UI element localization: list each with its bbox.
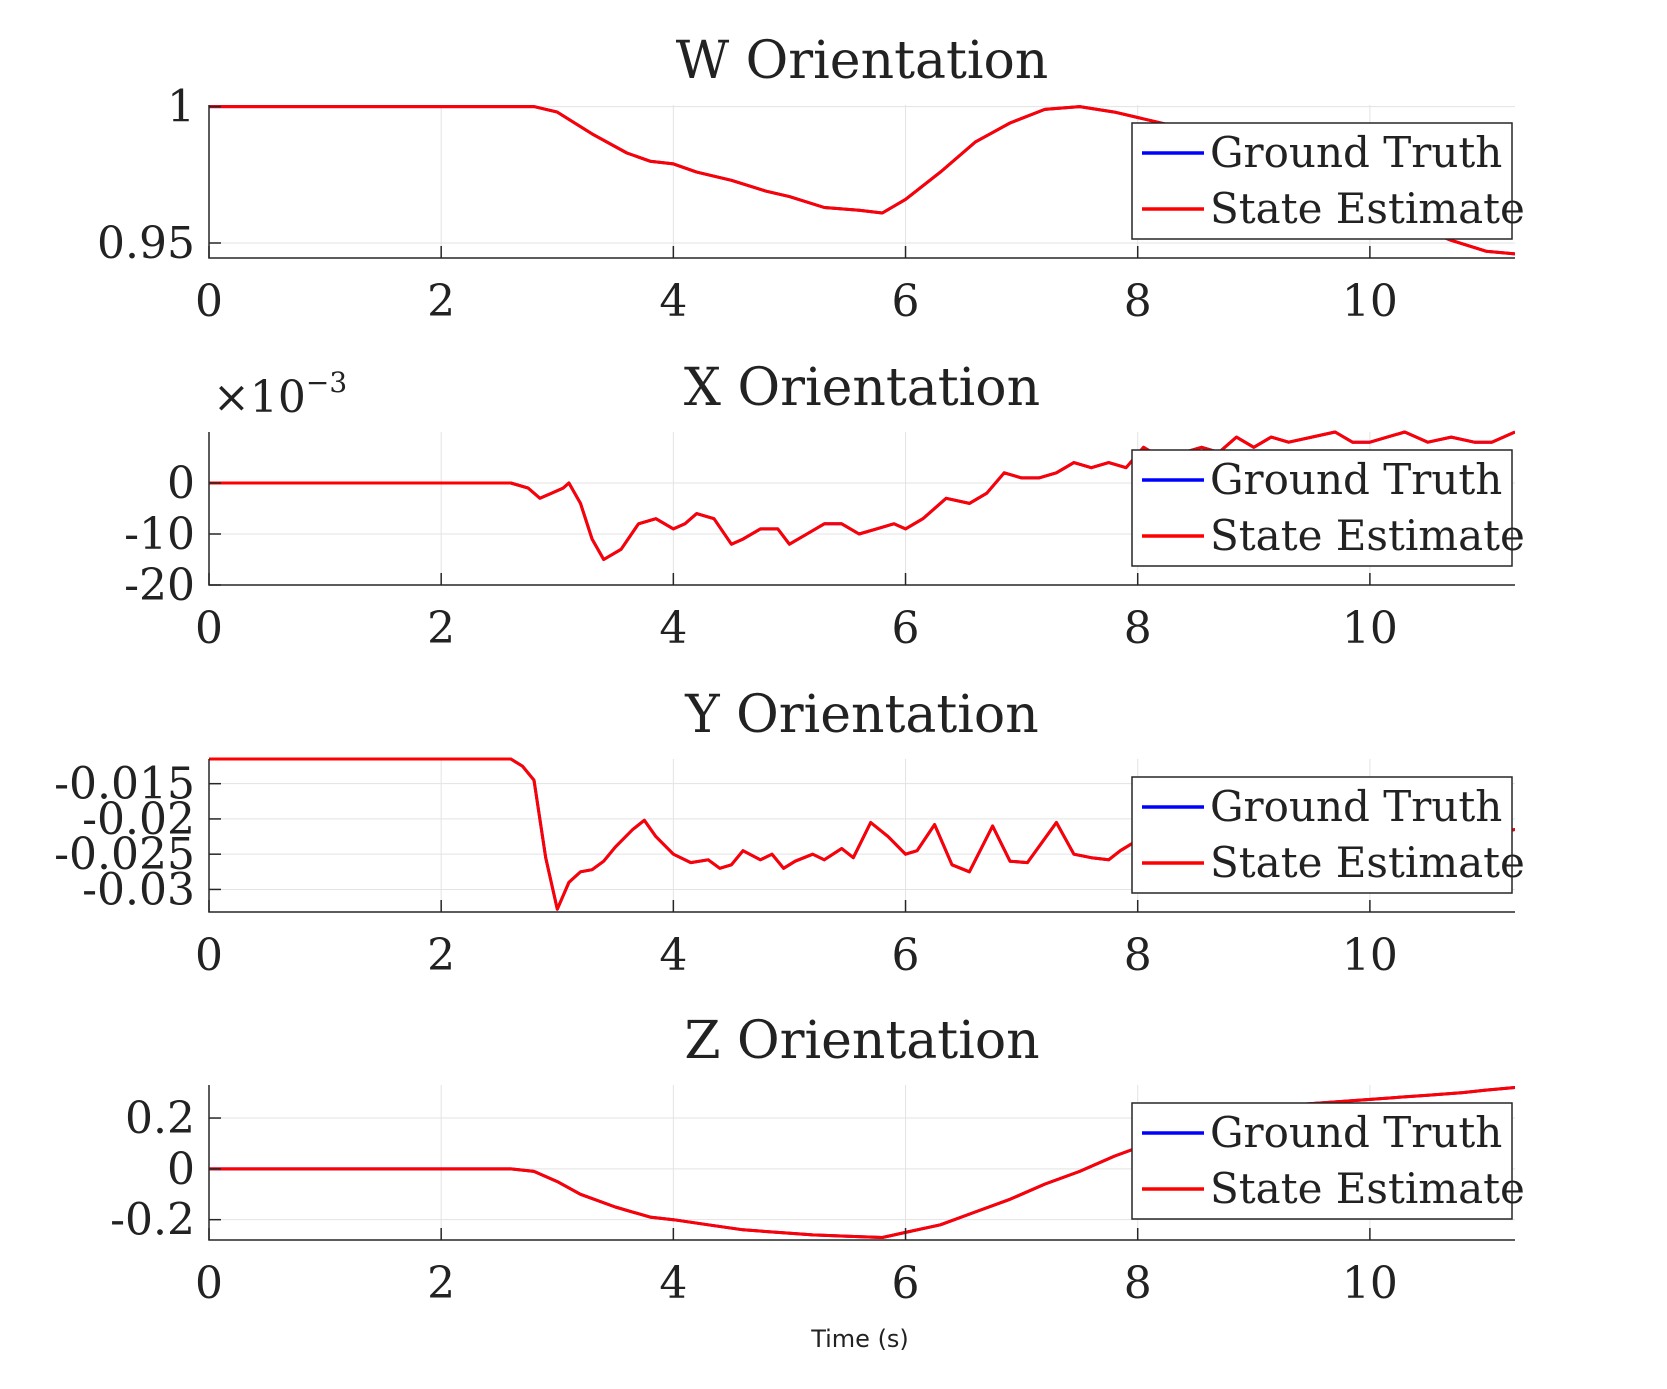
x-tick-label: 0 <box>195 603 223 654</box>
panel-title: X Orientation <box>684 358 1040 418</box>
x-tick-label: 4 <box>659 930 687 981</box>
legend: Ground Truth State Estimate <box>1131 776 1525 894</box>
y-tick-label: 0.2 <box>125 1093 195 1144</box>
legend-label-1: State Estimate <box>1210 184 1525 233</box>
legend-label-0: Ground Truth <box>1210 782 1502 831</box>
panel-2: Y Orientation 0 2 4 6 8 10 -0.03-0.025-0.02-0.0… <box>54 685 1525 981</box>
panel-title: Z Orientation <box>684 1011 1039 1071</box>
x-tick-label: 6 <box>892 276 920 327</box>
legend: Ground Truth State Estimate <box>1131 449 1525 567</box>
x-axis-label: Time (s) <box>810 1325 909 1353</box>
x-tick-label: 8 <box>1124 930 1152 981</box>
y-tick-label: -20 <box>124 560 195 611</box>
y-tick-label: 1 <box>167 82 195 133</box>
legend-label-1: State Estimate <box>1210 511 1525 560</box>
y-multiplier-base: ×10 <box>213 372 306 423</box>
legend-box <box>1131 776 1513 894</box>
legend: Ground Truth State Estimate <box>1131 122 1525 240</box>
x-tick-label: 2 <box>427 276 455 327</box>
x-tick-label: 10 <box>1342 603 1398 654</box>
legend: Ground Truth State Estimate <box>1131 1102 1525 1220</box>
x-tick-label: 10 <box>1342 930 1398 981</box>
y-tick-label: -10 <box>124 509 195 560</box>
x-tick-label: 0 <box>195 276 223 327</box>
y-tick-label: 0 <box>167 1144 195 1195</box>
y-tick-label: -0.015 <box>54 759 195 810</box>
x-tick-label: 6 <box>892 603 920 654</box>
series-line-1 <box>209 1086 1515 1239</box>
x-tick-label: 10 <box>1342 1258 1398 1309</box>
legend-label-0: Ground Truth <box>1210 128 1502 177</box>
panel-title: Y Orientation <box>684 685 1038 745</box>
panel-1: X Orientation 0 2 4 6 8 10 -20-100 ×10−3 Ground T… <box>124 358 1525 654</box>
y-tick-label: 0.95 <box>97 218 195 269</box>
legend-label-1: State Estimate <box>1210 1164 1525 1213</box>
x-tick-label: 8 <box>1124 1258 1152 1309</box>
y-tick-label: -0.03 <box>82 864 195 915</box>
x-tick-label: 10 <box>1342 276 1398 327</box>
x-tick-label: 6 <box>892 1258 920 1309</box>
y-multiplier-exponent: −3 <box>306 366 347 399</box>
x-tick-label: 0 <box>195 930 223 981</box>
y-tick-label: -0.02 <box>82 794 195 845</box>
legend-box <box>1131 1102 1513 1220</box>
panel-title: W Orientation <box>676 31 1049 91</box>
x-tick-label: 4 <box>659 1258 687 1309</box>
y-tick-label: -0.025 <box>54 829 195 880</box>
legend-box <box>1131 122 1513 240</box>
x-tick-label: 4 <box>659 603 687 654</box>
legend-box <box>1131 449 1513 567</box>
y-tick-label: -0.2 <box>110 1195 195 1246</box>
x-tick-label: 6 <box>892 930 920 981</box>
legend-label-1: State Estimate <box>1210 838 1525 887</box>
legend-label-0: Ground Truth <box>1210 1108 1502 1157</box>
panel-0: W Orientation 0 2 4 6 8 10 0.95 1 Ground Truth Sta… <box>97 31 1525 327</box>
legend-label-0: Ground Truth <box>1210 455 1502 504</box>
x-tick-label: 8 <box>1124 276 1152 327</box>
y-multiplier: ×10−3 <box>213 366 347 423</box>
x-tick-label: 2 <box>427 1258 455 1309</box>
x-tick-label: 0 <box>195 1258 223 1309</box>
x-tick-label: 4 <box>659 276 687 327</box>
x-tick-label: 8 <box>1124 603 1152 654</box>
series-line-1 <box>209 430 1515 561</box>
x-tick-label: 2 <box>427 930 455 981</box>
x-tick-label: 2 <box>427 603 455 654</box>
y-tick-label: 0 <box>167 458 195 509</box>
